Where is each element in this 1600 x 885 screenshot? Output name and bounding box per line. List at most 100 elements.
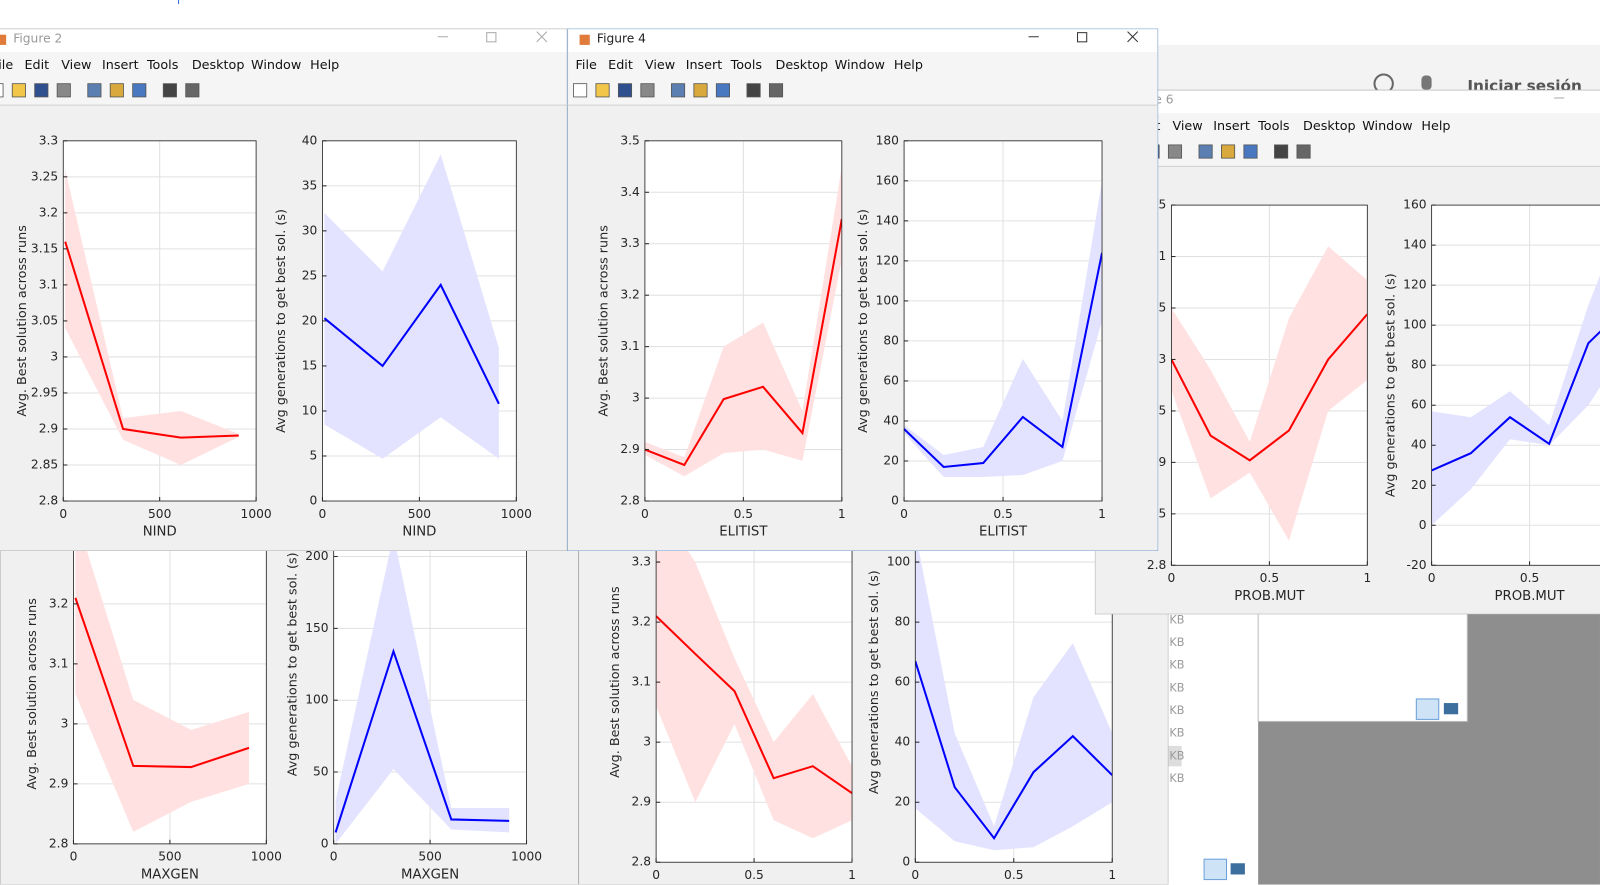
toolbar-button[interactable] <box>617 83 633 98</box>
plot-content <box>644 166 842 477</box>
menu-item[interactable]: Desktop <box>776 58 829 73</box>
toolbar-button[interactable] <box>746 83 761 98</box>
toolbar-button[interactable] <box>1198 144 1213 159</box>
view-icon[interactable] <box>1230 863 1245 875</box>
line <box>915 660 1113 841</box>
y-tick-label: 60 <box>1411 398 1427 412</box>
toolbar-button[interactable] <box>132 83 147 98</box>
file-size[interactable]: KB <box>1169 749 1184 762</box>
y-tick-label: 15 <box>302 358 318 372</box>
y-tick-label: 0 <box>310 494 318 508</box>
toolbar-button[interactable] <box>0 83 4 98</box>
y-tick-label: 3.3 <box>632 555 651 569</box>
toolbar-button[interactable] <box>87 83 102 98</box>
y-tick-label: 2.9 <box>620 442 639 456</box>
menu-item[interactable]: Desktop <box>192 58 245 73</box>
toolbar-button[interactable] <box>1296 144 1311 159</box>
view-icon[interactable] <box>1443 703 1459 715</box>
toolbar-button[interactable] <box>768 83 784 98</box>
menu-item[interactable]: File <box>0 58 13 73</box>
x-axis-label: NIND <box>143 525 177 540</box>
confidence-band <box>65 169 239 465</box>
toolbar-button[interactable] <box>185 83 200 98</box>
x-axis-label: ELITIST <box>979 525 1028 540</box>
menu-item[interactable]: Help <box>310 58 339 73</box>
view-icon[interactable] <box>1415 698 1440 720</box>
toolbar-button[interactable] <box>715 83 730 98</box>
file-size[interactable]: KB <box>1169 636 1184 649</box>
maximize-button[interactable] <box>486 32 497 43</box>
toolbar-button[interactable] <box>640 83 655 98</box>
close-button[interactable] <box>536 31 548 43</box>
x-tick-label: 0.5 <box>1004 868 1023 882</box>
menu-item[interactable]: Help <box>1421 119 1450 134</box>
toolbar-button[interactable] <box>573 83 588 98</box>
file-size[interactable]: KB <box>1169 613 1184 626</box>
x-tick-label: 500 <box>148 507 171 521</box>
menu-item[interactable]: Help <box>894 58 923 73</box>
bell-icon[interactable] <box>1421 75 1432 90</box>
menu-item[interactable]: Insert <box>1213 119 1250 134</box>
view-icon[interactable] <box>1203 858 1228 881</box>
y-tick-label: 3.3 <box>620 236 639 250</box>
menu-item[interactable]: Window <box>251 58 301 73</box>
menu-item[interactable]: View <box>61 58 91 73</box>
file-size[interactable]: KB <box>1169 704 1184 717</box>
menu-item[interactable]: View <box>1172 119 1202 134</box>
menu-item[interactable]: Tools <box>730 58 763 73</box>
y-tick-label: 3.1 <box>39 277 58 291</box>
plot-content <box>1431 275 1600 526</box>
toolbar-button[interactable] <box>11 83 26 98</box>
y-tick-label: 2.8 <box>620 494 639 508</box>
file-size[interactable]: KB <box>1169 727 1184 740</box>
close-button[interactable] <box>1127 31 1139 43</box>
toolbar-button[interactable] <box>693 83 708 98</box>
menu-item[interactable]: Edit <box>608 58 633 73</box>
toolbar-button[interactable] <box>1243 144 1258 159</box>
x-tick-label: 0 <box>900 507 908 521</box>
menu-item[interactable]: File <box>576 58 597 73</box>
file-size[interactable]: KB <box>1169 659 1184 672</box>
toolbar-button[interactable] <box>671 83 686 98</box>
x-tick-label: 0 <box>330 850 338 864</box>
toolbar-button[interactable] <box>1167 144 1183 159</box>
x-tick-label: 1 <box>1363 571 1371 585</box>
x-tick-label: 500 <box>418 850 441 864</box>
menu-item[interactable]: Insert <box>686 58 723 73</box>
menu-item[interactable]: Desktop <box>1303 119 1356 134</box>
y-tick-label: 3.1 <box>49 656 68 670</box>
x-tick-label: 1 <box>838 507 846 521</box>
confidence-band <box>335 534 510 844</box>
y-tick-label: 3.4 <box>620 185 640 199</box>
x-tick-label: 0.5 <box>744 868 763 882</box>
file-list <box>1168 607 1259 885</box>
menu-item[interactable]: Window <box>1362 119 1412 134</box>
confidence-band <box>915 532 1113 851</box>
toolbar-button[interactable] <box>34 83 49 98</box>
toolbar-button[interactable] <box>1221 144 1236 159</box>
file-size[interactable]: KB <box>1169 772 1184 785</box>
toolbar-button[interactable] <box>109 83 124 98</box>
y-tick-label: 200 <box>305 549 328 563</box>
y-tick-label: 20 <box>1411 478 1427 492</box>
toolbar-button[interactable] <box>162 83 177 98</box>
y-tick-label: 3.1 <box>632 675 651 689</box>
menu-item[interactable]: Tools <box>1257 119 1290 134</box>
x-tick-label: 1 <box>1108 868 1116 882</box>
y-tick-label: 3 <box>61 716 69 730</box>
x-tick-label: 0 <box>1168 571 1176 585</box>
maximize-button[interactable] <box>1077 32 1088 43</box>
menu-item[interactable]: Insert <box>102 58 139 73</box>
menu-item[interactable]: View <box>645 58 675 73</box>
toolbar-button[interactable] <box>595 83 610 98</box>
plot-content <box>656 530 853 839</box>
toolbar-button[interactable] <box>56 83 71 98</box>
file-size[interactable]: KB <box>1169 681 1184 694</box>
menu-item[interactable]: Tools <box>146 58 179 73</box>
plot-content <box>915 532 1113 851</box>
x-tick-label: 1000 <box>241 507 272 521</box>
toolbar-button[interactable] <box>1274 144 1289 159</box>
menu-item[interactable]: Window <box>835 58 885 73</box>
menu-item[interactable]: Edit <box>24 58 49 73</box>
y-tick-label: 120 <box>876 253 899 267</box>
